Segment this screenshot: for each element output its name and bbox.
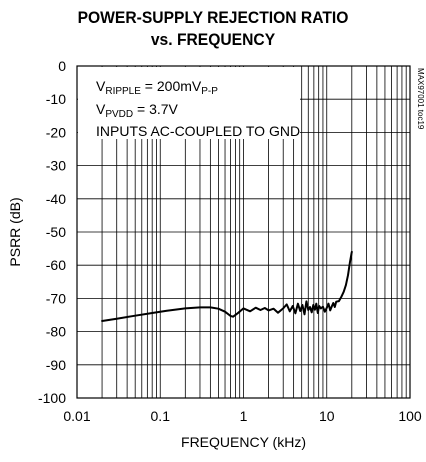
- plot-border: [76, 65, 411, 399]
- chart-title-line-1: POWER-SUPPLY REJECTION RATIO: [77, 8, 349, 27]
- y-tick-label: 0: [58, 58, 66, 74]
- x-tick-label: 1: [240, 408, 248, 424]
- y-tick-label: -50: [46, 224, 66, 240]
- x-tick-label: 0.01: [63, 408, 90, 424]
- annotation-vripple: VRIPPLE = 200mVP-P: [96, 78, 218, 97]
- y-tick-labels: 0 -10 -20 -30 -40 -50 -60 -70 -80 -90 -100: [38, 58, 66, 406]
- y-tick-label: -80: [46, 324, 66, 340]
- annotation-background: [78, 67, 300, 139]
- y-tick-label: -20: [46, 124, 66, 140]
- annotation-box: VRIPPLE = 200mVP-P VPVDD = 3.7V INPUTS A…: [78, 67, 300, 139]
- figure-code: MAX97001 toc19: [416, 68, 425, 130]
- x-tick-label: 10: [319, 408, 335, 424]
- annotation-vpvdd: VPVDD = 3.7V: [96, 101, 179, 120]
- y-axis-label: PSRR (dB): [7, 197, 23, 266]
- y-tick-label: -100: [38, 390, 66, 406]
- psrr-curve: [101, 250, 353, 322]
- y-tick-label: -90: [46, 357, 66, 373]
- x-tick-label: 100: [398, 408, 422, 424]
- x-tick-label: 0.1: [151, 408, 171, 424]
- y-tick-label: -30: [46, 158, 66, 174]
- x-axis-label: FREQUENCY (kHz): [181, 434, 306, 450]
- y-tick-label: -60: [46, 257, 66, 273]
- plot-frame: [76, 65, 411, 399]
- x-tick-labels: 0.01 0.1 1 10 100: [63, 408, 422, 424]
- annotation-inputs: INPUTS AC-COUPLED TO GND: [96, 123, 300, 139]
- y-tick-label: -10: [46, 91, 66, 107]
- series-layer: [101, 250, 353, 322]
- y-tick-label: -40: [46, 191, 66, 207]
- chart-title-line-2: vs. FREQUENCY: [150, 30, 276, 49]
- y-tick-label: -70: [46, 290, 66, 306]
